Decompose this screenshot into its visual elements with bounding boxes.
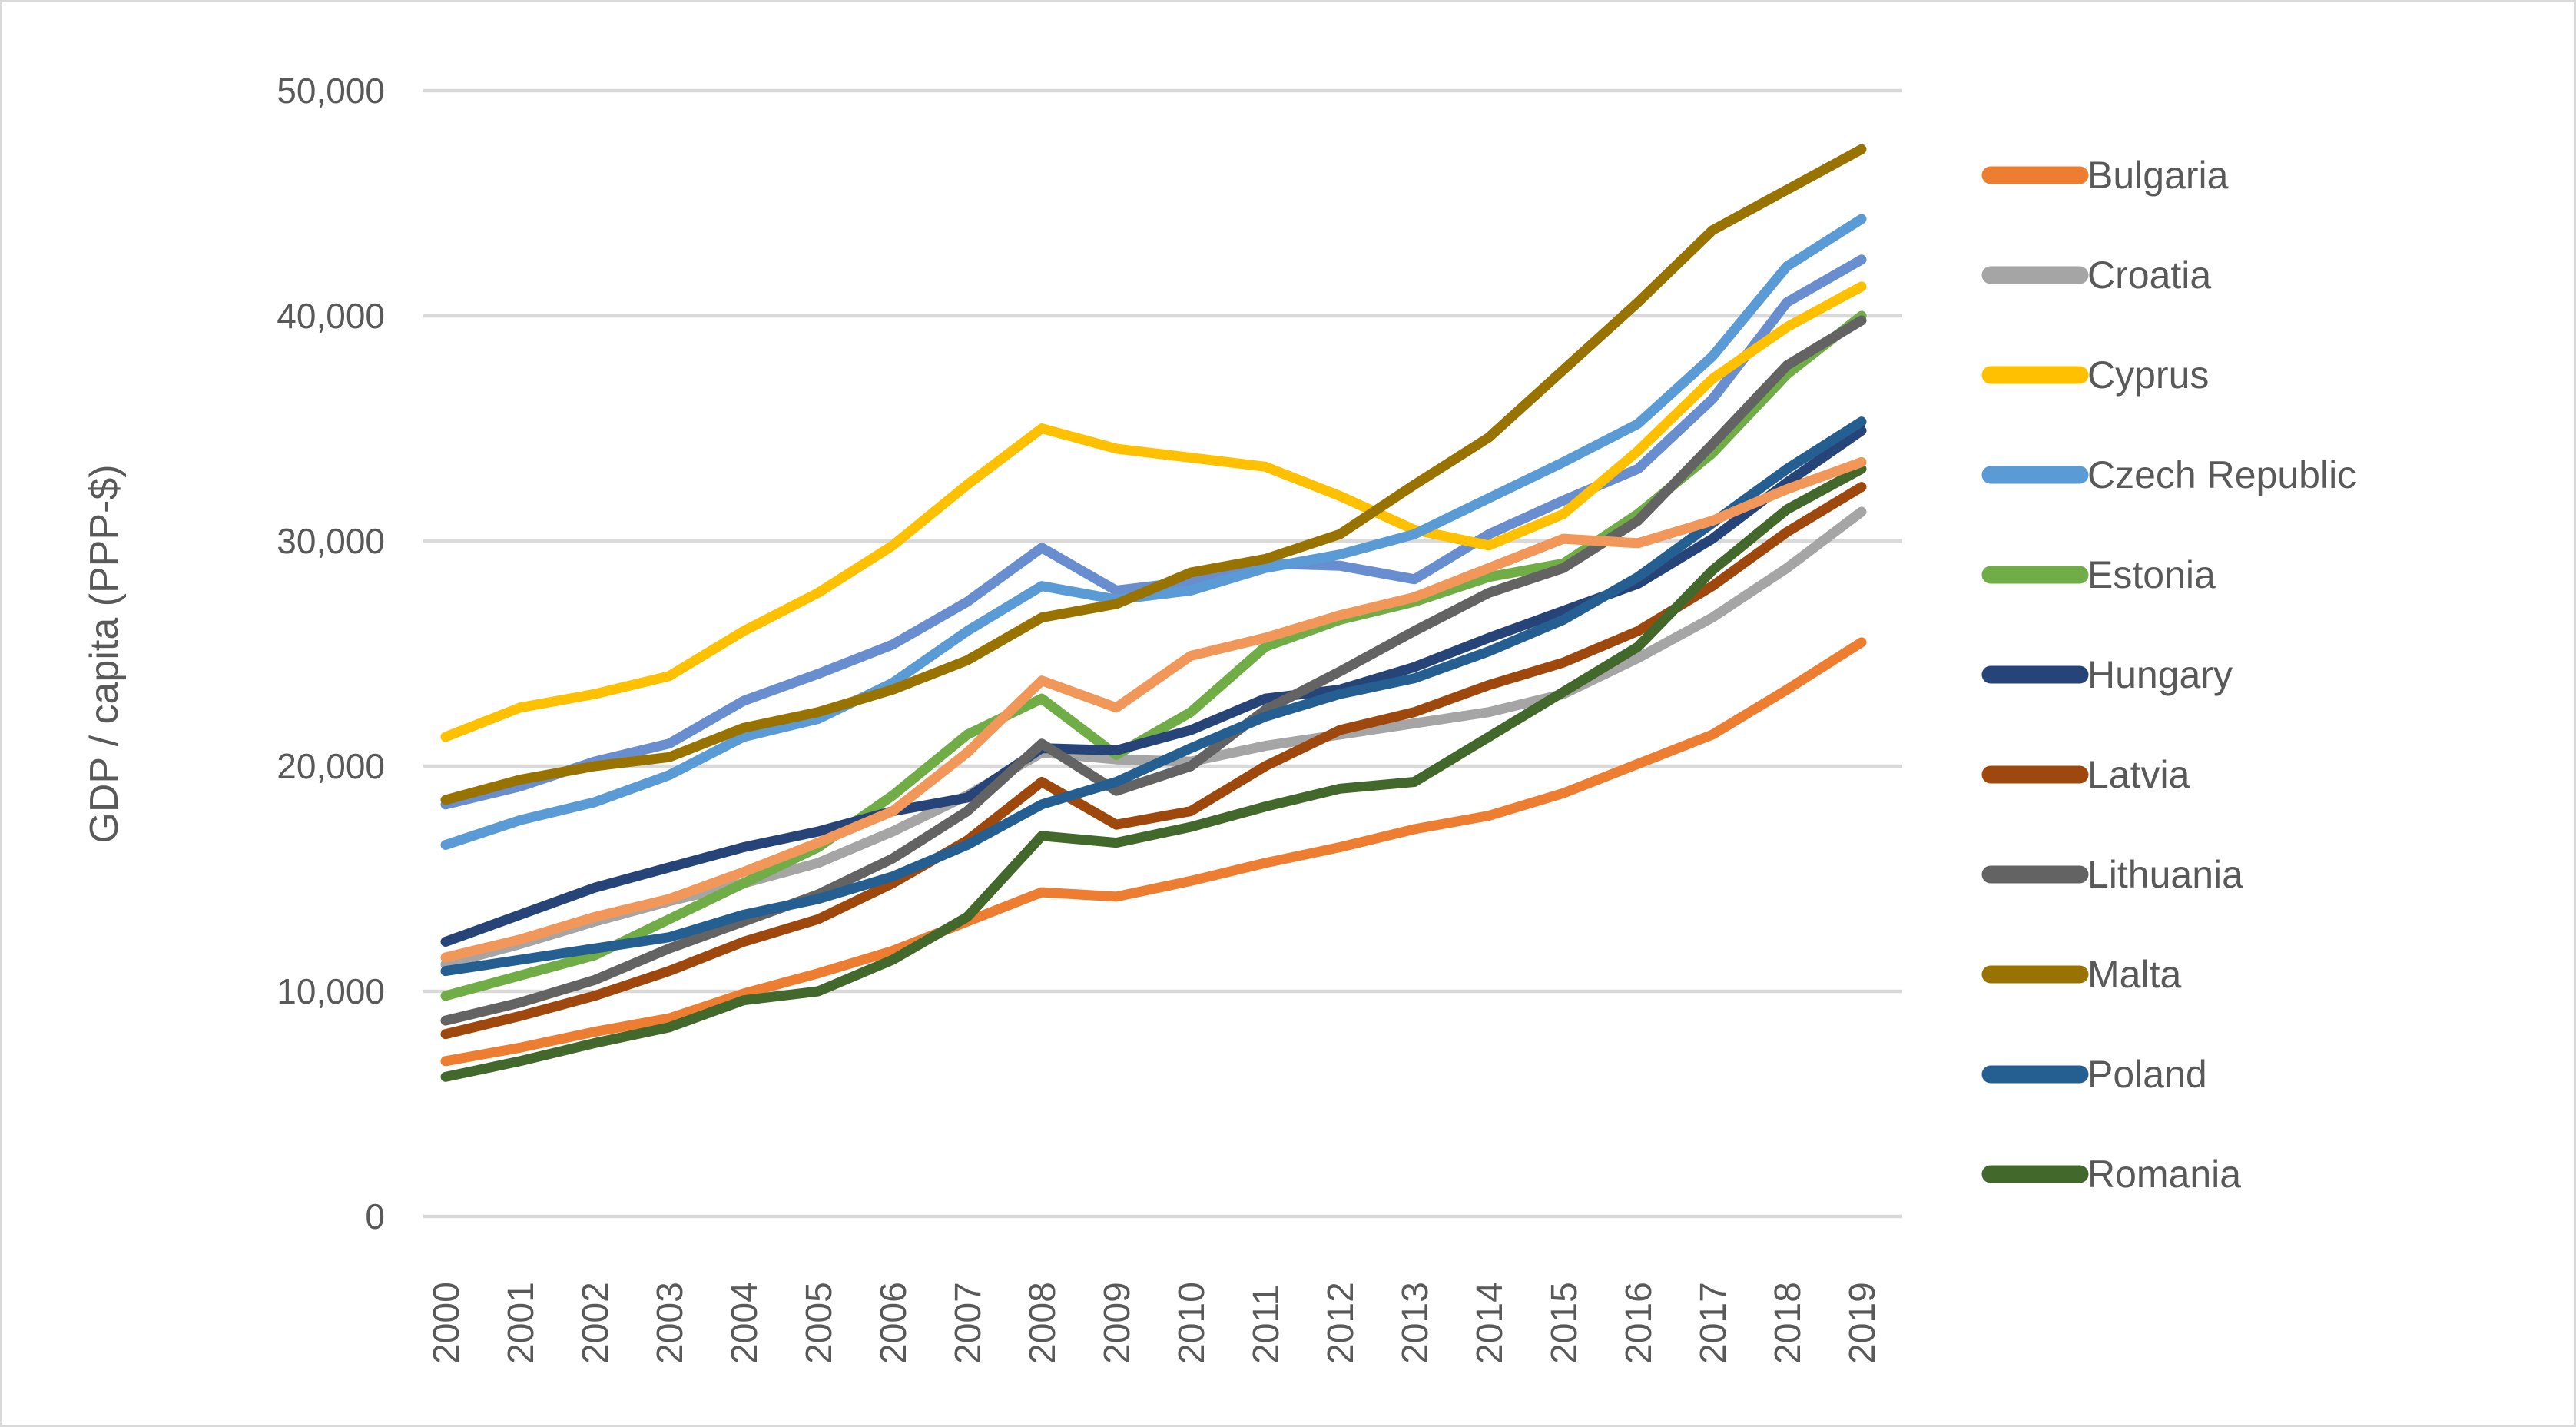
legend-label: Latvia (2087, 753, 2190, 796)
legend-item-hungary: Hungary (1981, 653, 2233, 696)
legend: Bulgaria Croatia Cyprus Czech Republic Eston… (1981, 154, 2356, 1196)
line-cyprus (440, 281, 1867, 742)
legend-label: Hungary (2087, 653, 2233, 696)
y-axis-tick-labels: 0 10,000 20,000 30,000 40,000 50,000 (277, 71, 385, 1236)
legend-label: Czech Republic (2087, 453, 2356, 496)
x-axis-tick-labels: 2000 2001 2002 2003 2004 2005 2006 2007 2008 2009… (426, 1282, 1883, 1364)
x-tick-label-2011: 2011 (1246, 1285, 1287, 1364)
legend-item-cyprus: Cyprus (1981, 353, 2209, 397)
legend-item-estonia: Estonia (1981, 553, 2216, 596)
line-latvia (440, 482, 1867, 1040)
line-czech-republic (440, 214, 1867, 850)
y-tick-label: 10,000 (277, 971, 385, 1011)
x-tick-label-2008: 2008 (1023, 1282, 1063, 1364)
x-tick-label-2013: 2013 (1395, 1282, 1436, 1364)
legend-item-romania: Romania (1981, 1153, 2241, 1196)
y-tick-label: 0 (365, 1196, 385, 1236)
line-lithuania (440, 315, 1867, 1026)
x-tick-label-2009: 2009 (1097, 1282, 1138, 1364)
line-romania (440, 463, 1867, 1082)
line-malta (440, 144, 1867, 805)
line-bulgaria (440, 637, 1867, 1067)
x-tick-label-2002: 2002 (575, 1282, 616, 1364)
y-tick-label: 50,000 (277, 71, 385, 111)
legend-label: Lithuania (2087, 853, 2243, 896)
x-tick-label-2018: 2018 (1768, 1282, 1809, 1364)
legend-item-latvia: Latvia (1981, 753, 2190, 796)
line-poland (440, 416, 1867, 977)
legend-label: Estonia (2087, 553, 2216, 596)
legend-label: Malta (2087, 953, 2181, 996)
x-tick-label-2007: 2007 (948, 1282, 989, 1364)
y-tick-label: 20,000 (277, 746, 385, 786)
legend-item-malta: Malta (1981, 953, 2181, 996)
legend-item-lithuania: Lithuania (1981, 853, 2243, 896)
legend-item-croatia: Croatia (1981, 254, 2211, 297)
legend-item-bulgaria: Bulgaria (1981, 154, 2229, 197)
legend-item-czech-republic: Czech Republic (1981, 453, 2356, 496)
line-unlabeled-blue (440, 254, 1867, 810)
x-tick-label-2012: 2012 (1321, 1282, 1361, 1364)
y-axis-title: GDP / capita (PPP-$) (82, 464, 127, 843)
legend-label: Bulgaria (2087, 154, 2229, 197)
x-tick-label-2006: 2006 (874, 1282, 914, 1364)
x-tick-label-2001: 2001 (501, 1282, 542, 1364)
x-tick-label-2004: 2004 (724, 1282, 765, 1364)
legend-label: Romania (2087, 1153, 2241, 1196)
x-tick-label-2017: 2017 (1693, 1282, 1734, 1364)
x-tick-label-2010: 2010 (1172, 1282, 1212, 1364)
legend-label: Croatia (2087, 254, 2211, 297)
x-tick-label-2016: 2016 (1619, 1282, 1659, 1364)
line-estonia (440, 310, 1867, 1001)
legend-label: Poland (2087, 1053, 2207, 1096)
legend-label: Cyprus (2087, 353, 2209, 397)
y-tick-label: 40,000 (277, 296, 385, 336)
line-unlabeled-orange (440, 456, 1867, 963)
x-tick-label-2014: 2014 (1470, 1282, 1510, 1364)
legend-item-poland: Poland (1981, 1053, 2207, 1096)
x-tick-label-2015: 2015 (1544, 1282, 1585, 1364)
x-tick-label-2003: 2003 (650, 1282, 691, 1364)
plot-lines (440, 144, 1867, 1082)
y-tick-label: 30,000 (277, 521, 385, 561)
x-tick-label-2019: 2019 (1842, 1282, 1883, 1364)
x-tick-label-2000: 2000 (426, 1282, 467, 1364)
x-tick-label-2005: 2005 (799, 1282, 840, 1364)
